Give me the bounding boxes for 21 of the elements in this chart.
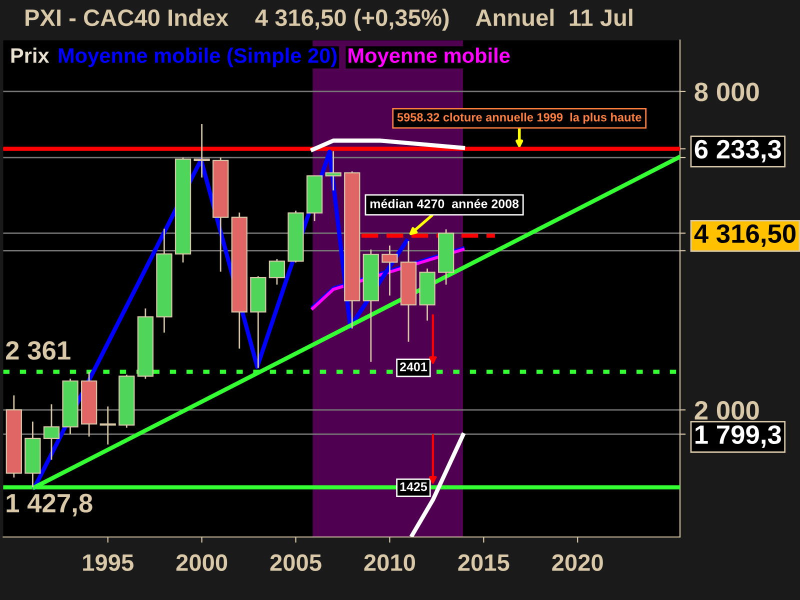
y-tick-label: 4 316,50 xyxy=(694,224,796,247)
x-tick-label: 2000 xyxy=(176,554,228,572)
y-tick-label: 1 799,3 xyxy=(696,425,781,448)
ref-line-label: 2 361 xyxy=(6,341,70,360)
annotation: 2401 xyxy=(400,362,428,372)
y-tick-label: 6 233,3 xyxy=(694,140,781,162)
text: Moyenne mobile (Simple 20) xyxy=(58,48,337,68)
y-tick-label: 8 000 xyxy=(694,82,759,102)
text: Moyenne mobile xyxy=(348,48,510,68)
annotation: 1425 xyxy=(400,482,428,492)
chart-title: PXI - CAC40 Index 4 316,50 (+0,35%) Annuel 11 Jul xyxy=(26,8,632,31)
x-tick-label: 2005 xyxy=(270,554,322,572)
x-tick-label: 2020 xyxy=(552,554,603,572)
text: Prix xyxy=(11,48,50,63)
annotation: médian 4270 année 2008 xyxy=(370,198,519,208)
x-tick-label: 2015 xyxy=(458,554,510,572)
y-tick-label: 2 000 xyxy=(694,401,759,420)
annotation: 5958.32 cloture annuelle 1999 la plus haute xyxy=(397,112,642,124)
ref-line-label: 1 427,8 xyxy=(6,494,92,516)
x-tick-label: 1995 xyxy=(83,554,134,572)
x-tick-label: 2010 xyxy=(364,554,415,572)
